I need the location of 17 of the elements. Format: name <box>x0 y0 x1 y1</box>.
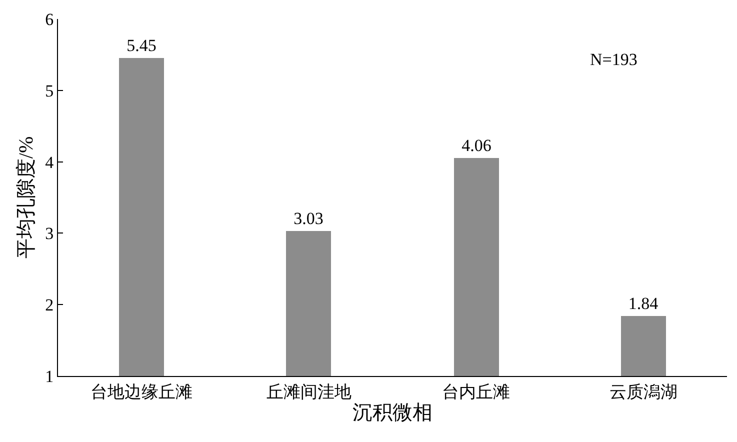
x-tick-label: 云质潟湖 <box>609 382 678 402</box>
annotation: N=193 <box>590 50 638 69</box>
y-axis-title: 平均孔隙度/% <box>16 136 38 259</box>
data-label: 4.06 <box>462 136 492 155</box>
x-tick-label: 台地边缘丘滩 <box>90 382 193 402</box>
x-axis-title: 沉积微相 <box>352 402 432 424</box>
data-label: 3.03 <box>294 209 324 228</box>
data-label: 5.45 <box>126 36 156 55</box>
y-tick-label: 5 <box>45 81 54 100</box>
y-tick-label: 4 <box>45 152 54 172</box>
x-tick-label: 丘滩间洼地 <box>266 382 352 402</box>
y-tick-label: 3 <box>45 224 54 244</box>
data-label: 1.84 <box>628 294 659 313</box>
x-tick-label: 台内丘滩 <box>442 382 510 402</box>
y-tick-label: 6 <box>45 10 54 29</box>
y-tick-label: 2 <box>45 296 54 315</box>
y-tick-label: 1 <box>45 366 54 386</box>
